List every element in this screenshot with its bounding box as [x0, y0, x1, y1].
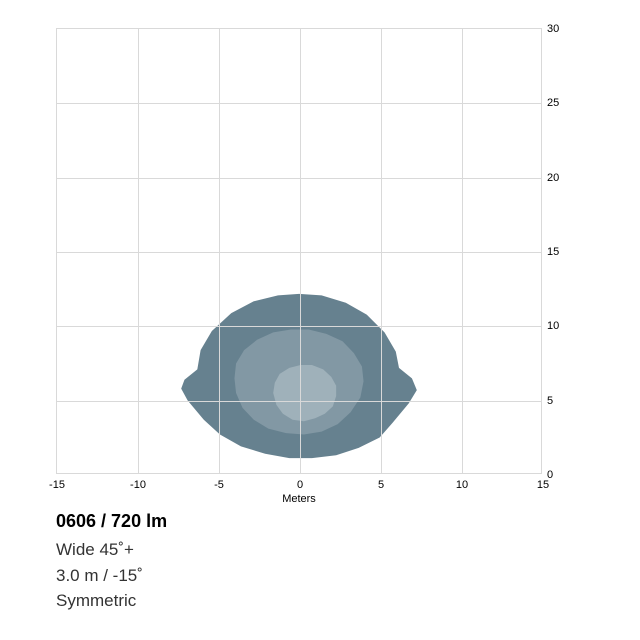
gridline-vertical: [138, 29, 139, 473]
x-tick-label: -15: [49, 479, 65, 491]
caption-line-1: Wide 45˚+: [56, 537, 167, 563]
x-axis-title: Meters: [282, 493, 316, 505]
gridline-horizontal: [57, 326, 541, 327]
gridline-vertical: [462, 29, 463, 473]
x-tick-label: 0: [297, 479, 303, 491]
contour-shapes: [57, 29, 541, 473]
plot-area: -15-10-5051015051015202530Meters: [56, 28, 542, 474]
gridline-horizontal: [57, 103, 541, 104]
x-tick-label: -5: [214, 479, 224, 491]
contour-region: [234, 329, 363, 434]
caption-line-3: Symmetric: [56, 588, 167, 614]
caption-line-2: 3.0 m / -15˚: [56, 563, 167, 589]
y-tick-label: 20: [547, 172, 559, 184]
y-tick-label: 30: [547, 23, 559, 35]
x-tick-label: -10: [130, 479, 146, 491]
caption-title: 0606 / 720 lm: [56, 508, 167, 535]
y-tick-label: 5: [547, 395, 553, 407]
gridline-vertical: [219, 29, 220, 473]
contour-region: [273, 365, 336, 421]
y-tick-label: 25: [547, 97, 559, 109]
gridline-vertical: [381, 29, 382, 473]
y-tick-label: 15: [547, 246, 559, 258]
chart-caption: 0606 / 720 lm Wide 45˚+ 3.0 m / -15˚ Sym…: [56, 508, 167, 614]
x-tick-label: 5: [378, 479, 384, 491]
x-tick-label: 10: [456, 479, 468, 491]
gridline-horizontal: [57, 252, 541, 253]
gridline-vertical: [300, 29, 301, 473]
y-tick-label: 10: [547, 320, 559, 332]
gridline-horizontal: [57, 401, 541, 402]
gridline-horizontal: [57, 178, 541, 179]
y-tick-label: 0: [547, 469, 553, 481]
